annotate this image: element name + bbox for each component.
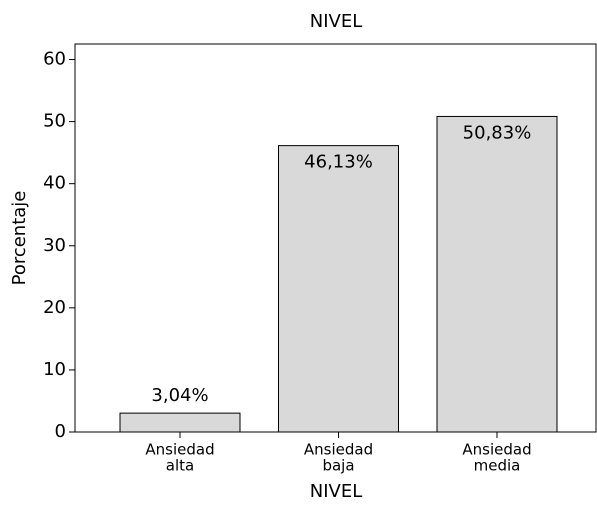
x-tick-label: baja xyxy=(322,457,354,475)
value-label: 3,04% xyxy=(151,385,208,406)
x-tick-label: Ansiedad xyxy=(462,441,531,459)
y-tick-label: 0 xyxy=(55,421,66,442)
y-tick-label: 30 xyxy=(43,235,66,256)
y-tick-label: 10 xyxy=(43,359,66,380)
x-tick-label: alta xyxy=(166,457,194,475)
y-axis-label: Porcentaje xyxy=(9,191,30,286)
x-tick-label: Ansiedad xyxy=(145,441,214,459)
y-tick-label: 40 xyxy=(43,173,66,194)
bar xyxy=(119,412,241,433)
bar xyxy=(436,115,558,433)
x-tick-label: Ansiedad xyxy=(304,441,373,459)
value-label: 50,83% xyxy=(463,122,532,143)
value-label: 46,13% xyxy=(304,152,373,173)
y-tick-label: 50 xyxy=(43,111,66,132)
bar xyxy=(278,145,399,433)
y-tick-label: 60 xyxy=(43,49,66,70)
y-tick-label: 20 xyxy=(43,297,66,318)
chart-title: NIVEL xyxy=(310,11,363,32)
x-axis-label: NIVEL xyxy=(310,481,363,502)
x-tick-label: media xyxy=(474,457,521,475)
